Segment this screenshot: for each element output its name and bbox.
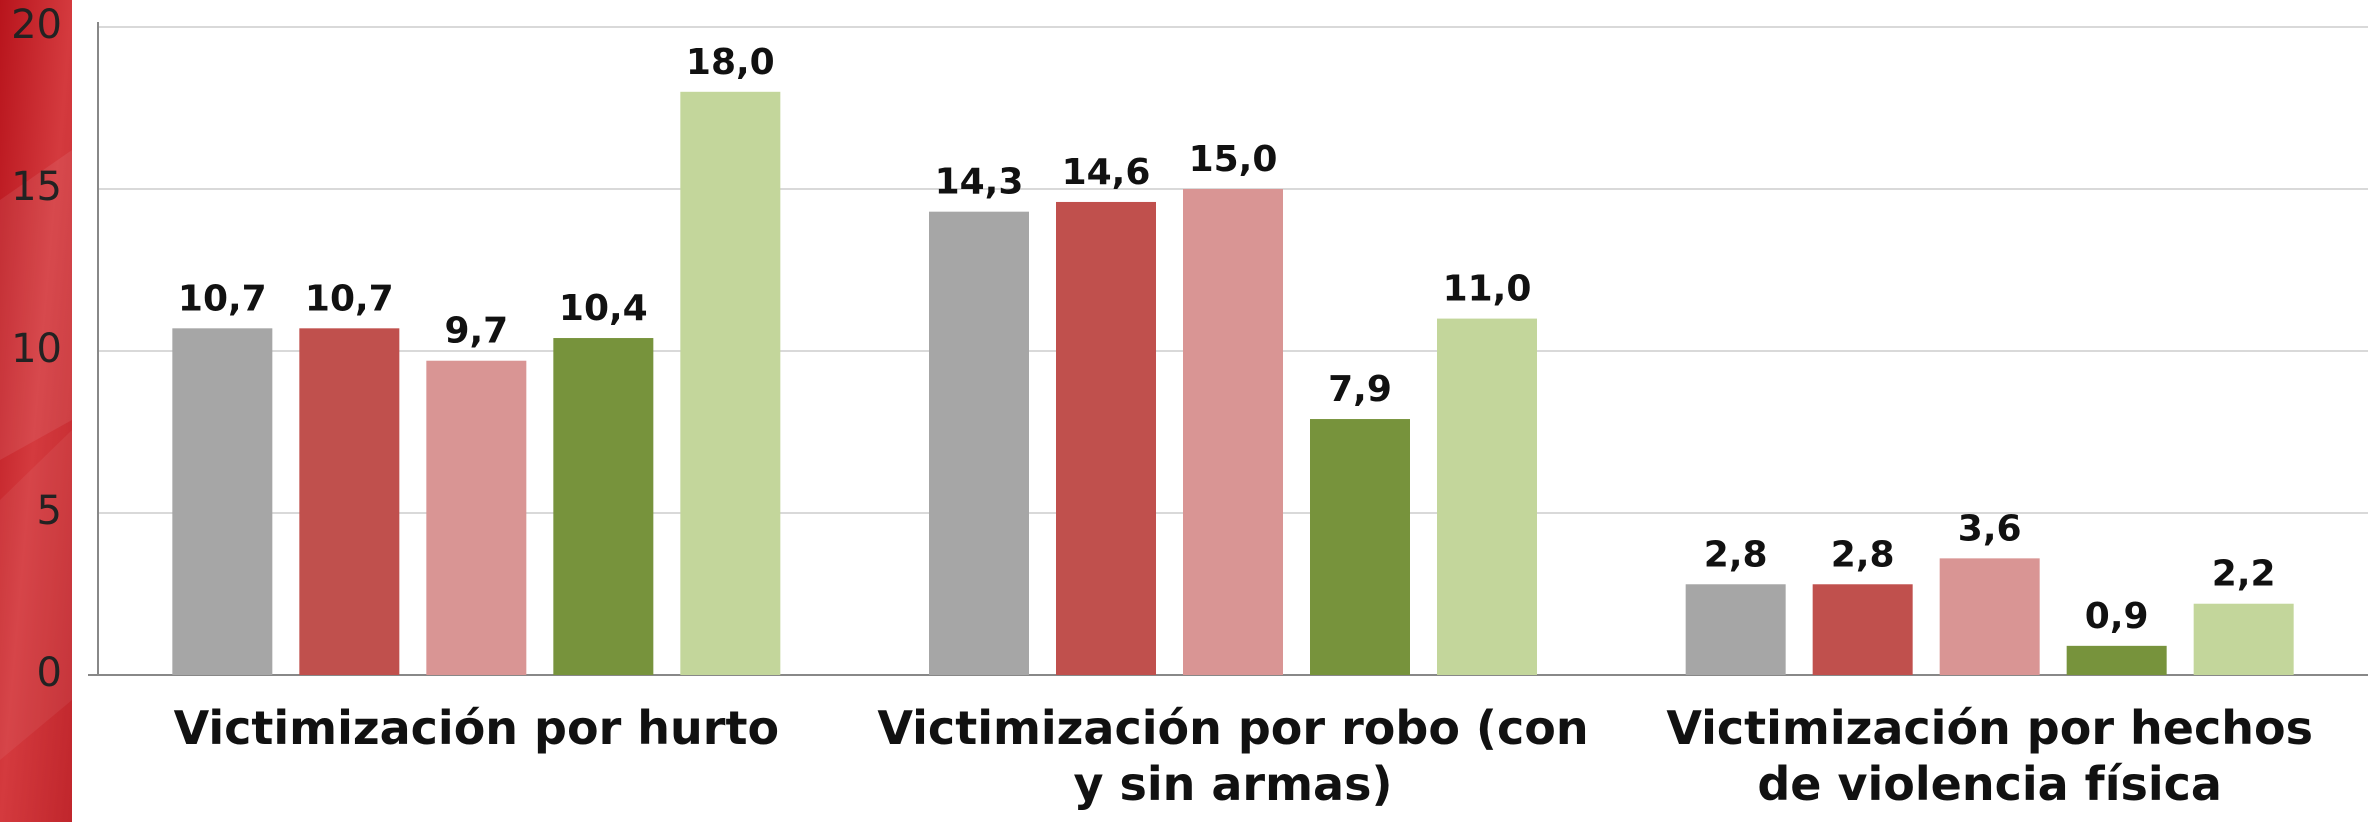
data-label: 2,8 — [1831, 534, 1895, 575]
bar — [1685, 584, 1786, 675]
data-label: 18,0 — [686, 42, 775, 83]
bar — [426, 360, 527, 675]
data-label: 14,6 — [1062, 152, 1151, 193]
bar — [553, 338, 654, 675]
bar — [1310, 419, 1410, 675]
y-tick-label: 15 — [11, 164, 62, 210]
data-label: 10,4 — [559, 288, 648, 329]
data-label: 7,9 — [1328, 369, 1392, 410]
bar — [1812, 584, 1913, 675]
data-label: 11,0 — [1443, 269, 1532, 310]
bar — [2066, 645, 2167, 675]
y-tick-label: 20 — [11, 2, 62, 48]
y-tick-label: 10 — [11, 326, 62, 372]
data-label: 14,3 — [935, 162, 1024, 203]
data-label: 2,2 — [2212, 554, 2276, 595]
bar — [1056, 201, 1156, 675]
bar — [172, 328, 273, 675]
data-label: 10,7 — [305, 278, 394, 319]
bar — [1183, 189, 1283, 675]
data-label: 15,0 — [1189, 139, 1278, 180]
y-tick-label: 5 — [37, 488, 62, 534]
bar — [2193, 603, 2294, 675]
y-tick-label: 0 — [37, 650, 62, 696]
side-decoration — [0, 430, 72, 760]
bar — [1437, 318, 1537, 675]
data-label: 2,8 — [1704, 534, 1768, 575]
x-tick-label: Victimización por hechos de violencia fí… — [1666, 701, 2313, 811]
side-strip — [0, 0, 72, 822]
x-tick-label: Victimización por robo (con y sin armas) — [877, 701, 1589, 811]
data-label: 9,7 — [444, 311, 508, 352]
bar — [1939, 558, 2040, 675]
data-label: 3,6 — [1958, 508, 2022, 549]
x-tick-label: Victimización por hurto — [173, 701, 780, 755]
bar — [299, 328, 400, 675]
data-label: 10,7 — [178, 278, 267, 319]
bar — [929, 211, 1029, 675]
bar — [680, 91, 781, 676]
data-label: 0,9 — [2085, 596, 2149, 637]
side-decoration — [0, 150, 72, 460]
